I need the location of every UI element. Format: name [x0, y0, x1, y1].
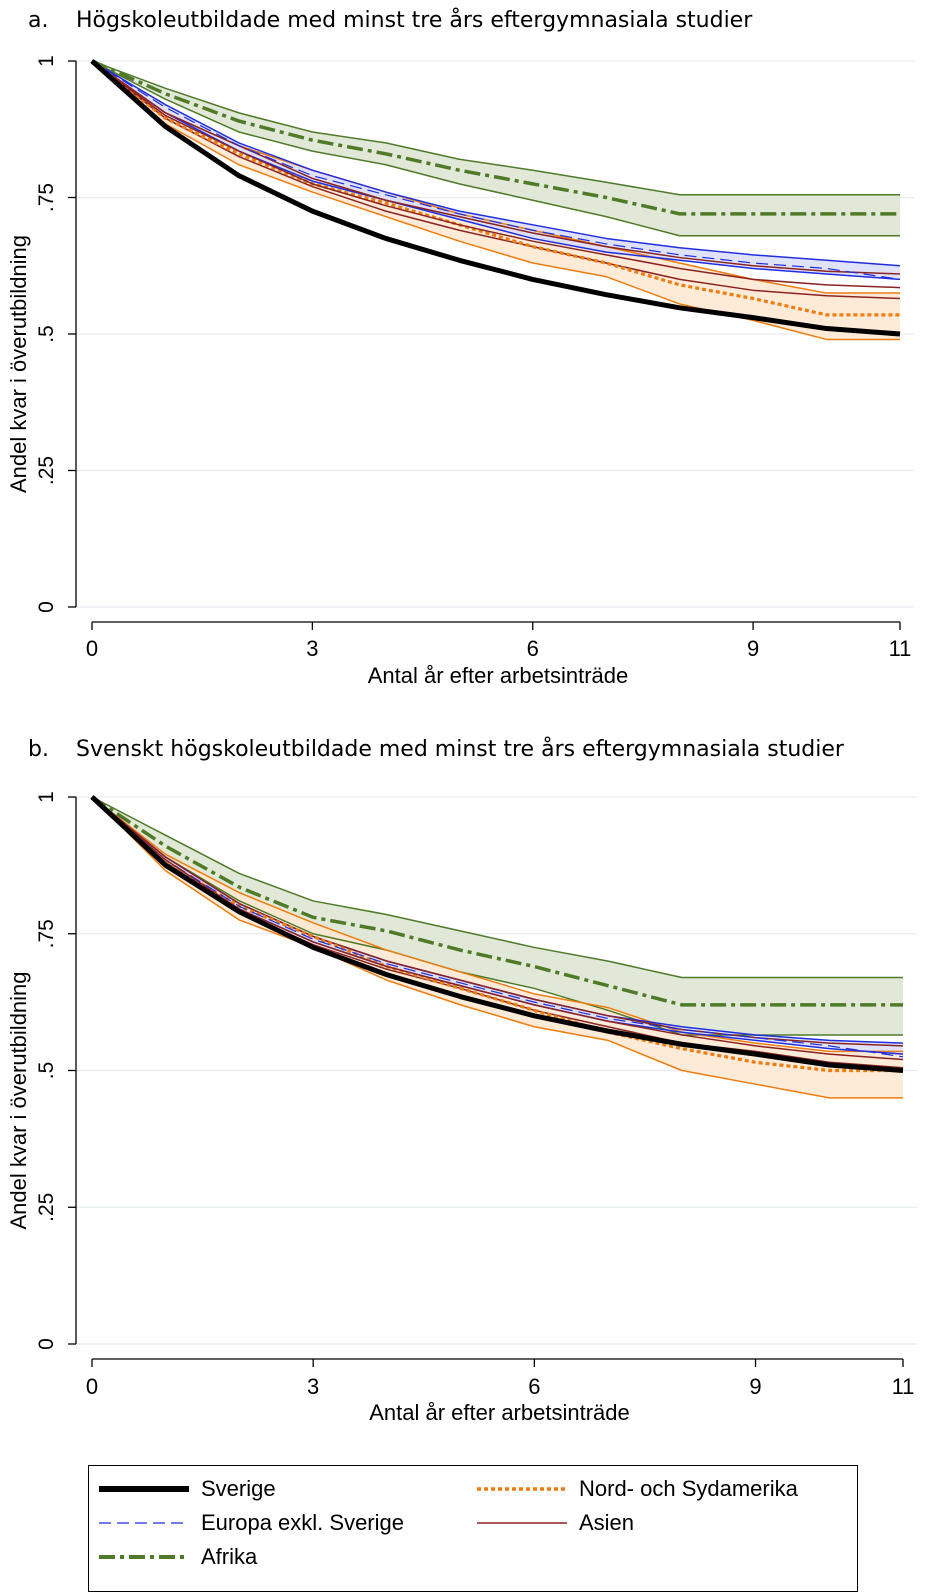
y-tick-label: 0	[35, 1338, 58, 1350]
legend-label-asien: Asien	[579, 1510, 635, 1535]
x-tick-label: 0	[86, 1374, 98, 1399]
legend-label-nord-och-sydamerika: Nord- och Sydamerika	[579, 1476, 798, 1501]
ci-line-asien	[91, 60, 901, 300]
y-tick-label: .75	[35, 919, 58, 948]
x-axis-label: Antal år efter arbetsinträde	[368, 663, 628, 688]
panel-a-title-text: Högskoleutbildade med minst tre års efte…	[76, 8, 753, 33]
ci-line-afrika	[91, 60, 900, 237]
y-tick-label: .25	[35, 1193, 58, 1222]
x-tick-label: 9	[747, 636, 759, 661]
ci-band-afrika	[92, 61, 900, 236]
x-axis-label: Antal år efter arbetsinträde	[369, 1400, 629, 1425]
ci-line-afrika	[91, 796, 903, 1036]
legend-swatch-europa	[99, 1522, 189, 1524]
ci-line-afrika	[91, 60, 900, 196]
ci-band-nord-och-sydamerika	[92, 61, 900, 340]
series-line-sverige	[90, 59, 901, 337]
ci-line-asien	[91, 60, 901, 275]
series-line-afrika	[91, 59, 900, 216]
panel-b-letter: b.	[28, 737, 49, 762]
series-line-asien	[91, 60, 901, 289]
series-line-nord-och-sydamerika	[91, 59, 900, 317]
series-line-europa-exkl-sverige	[91, 796, 904, 1058]
legend-swatch-nord-och-sydamerika	[477, 1487, 567, 1491]
x-tick-label: 11	[889, 636, 912, 661]
ci-line-nord-och-sydamerika	[91, 796, 903, 1099]
panel-b-title: b. Svenskt högskoleutbildade med minst tr…	[28, 737, 844, 762]
ci-band-afrika	[92, 797, 903, 1035]
y-tick-label: .5	[35, 325, 58, 343]
x-tick-label: 3	[307, 1374, 319, 1399]
x-tick-label: 11	[892, 1374, 915, 1399]
ci-band-nord-och-sydamerika	[92, 797, 903, 1098]
y-axis-label: Andel kvar i överutbildning	[6, 235, 31, 493]
legend-item-europa: Europa exkl. Sverige	[99, 1510, 404, 1536]
y-tick-label: 1	[35, 791, 58, 803]
y-axis-label: Andel kvar i överutbildning	[6, 971, 31, 1229]
ci-line-nord-och-sydamerika	[91, 60, 900, 341]
legend-swatch-asien	[477, 1522, 567, 1524]
y-tick-label: .25	[35, 456, 58, 485]
panel-a-title: a. Högskoleutbildade med minst tre års ef…	[28, 8, 752, 33]
y-tick-label: 0	[35, 601, 58, 613]
legend-item-afrika: Afrika	[99, 1544, 257, 1570]
y-tick-label: 1	[35, 55, 58, 67]
ci-line-afrika	[91, 796, 903, 979]
chart-panel-b: 0 .25 .5 .75 1 0 3 6 9 11 Antal år efter arbetsint…	[6, 791, 917, 1425]
legend-label-afrika: Afrika	[201, 1544, 258, 1569]
series-line-europa-exkl-sverige	[91, 60, 901, 280]
x-tick-label: 6	[528, 1374, 540, 1399]
x-tick-label: 0	[86, 636, 98, 661]
legend-swatch-sverige	[99, 1486, 189, 1492]
series-line-sverige	[90, 795, 904, 1073]
legend-label-sverige: Sverige	[201, 1476, 276, 1501]
chart-panel-a: 0 .25 .5 .75 1 0 3 6 9 11 Antal år efter arbetsint…	[6, 55, 914, 688]
series-line-asien	[91, 796, 904, 1061]
legend-item-sverige: Sverige	[99, 1476, 276, 1502]
y-tick-label: .75	[35, 183, 58, 212]
panel-b-title-text: Svenskt högskoleutbildade med minst tre …	[76, 737, 844, 762]
panel-a-letter: a.	[28, 8, 49, 33]
series-line-afrika	[91, 795, 903, 1007]
x-tick-label: 3	[306, 636, 318, 661]
legend-swatch-afrika	[99, 1555, 189, 1559]
y-tick-label: .5	[35, 1062, 58, 1080]
legend: Sverige Nord- och Sydamerika Europa exkl…	[88, 1465, 858, 1592]
x-tick-label: 9	[749, 1374, 761, 1399]
legend-item-asien: Asien	[477, 1510, 634, 1536]
legend-label-europa: Europa exkl. Sverige	[201, 1510, 404, 1535]
ci-line-europa-exkl-sverige	[91, 60, 901, 267]
x-tick-label: 6	[527, 636, 539, 661]
legend-item-nord-och-sydamerika: Nord- och Sydamerika	[477, 1476, 798, 1502]
ci-line-nord-och-sydamerika	[91, 796, 903, 1053]
